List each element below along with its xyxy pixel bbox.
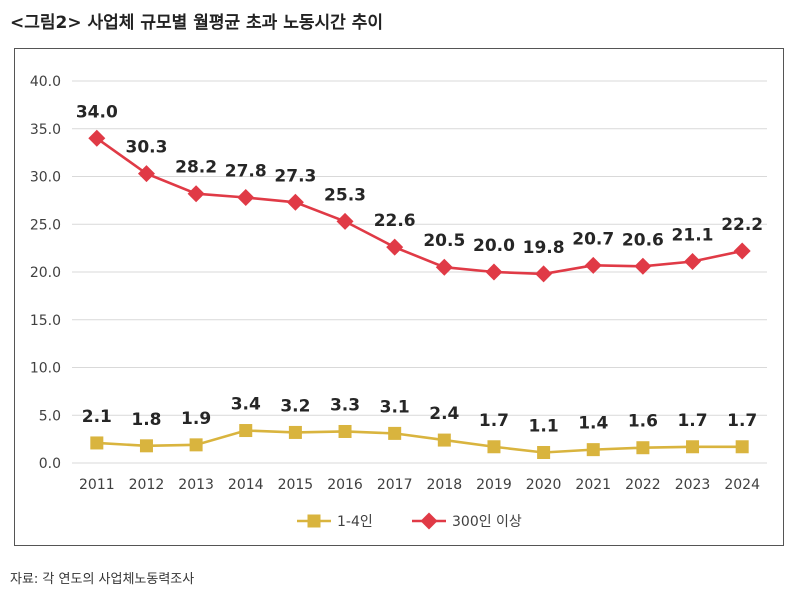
data-label: 1.9 [181, 409, 211, 429]
data-point [584, 256, 602, 274]
y-tick-label: 40.0 [30, 74, 61, 90]
y-tick-label: 5.0 [39, 408, 61, 424]
data-label: 22.6 [374, 211, 416, 231]
legend: 1-4인 300인 이상 [297, 512, 522, 530]
line-chart: 0.05.010.015.020.025.030.035.040.0 2011 2… [30, 74, 767, 530]
x-tick-label: 2018 [427, 477, 463, 493]
data-point [634, 257, 652, 275]
data-point [485, 263, 503, 281]
data-label: 2.4 [429, 404, 459, 424]
x-tick-label: 2017 [377, 477, 413, 493]
y-tick-label: 30.0 [30, 170, 61, 186]
y-tick-label: 25.0 [30, 217, 61, 233]
data-label: 1.8 [131, 410, 161, 430]
data-point [535, 265, 553, 283]
data-label: 2.1 [82, 407, 112, 427]
legend-marker [420, 512, 438, 530]
legend-marker [307, 514, 321, 528]
data-point [88, 129, 106, 147]
source-note: 자료: 각 연도의 사업체노동력조사 [10, 572, 195, 587]
legend-label: 1-4인 [337, 514, 373, 530]
data-label: 3.2 [280, 396, 310, 416]
data-label: 27.3 [274, 166, 316, 186]
y-tick-label: 35.0 [30, 122, 61, 138]
legend-item-2: 300인 이상 [412, 512, 522, 530]
data-label: 1.7 [677, 411, 707, 431]
data-point [338, 424, 352, 438]
data-label: 34.0 [76, 102, 118, 122]
y-axis-ticks: 0.0 5.0 10.0 15.0 20.0 25.0 30.0 35.0 40.0 [30, 74, 61, 472]
data-label: 1.6 [628, 412, 658, 432]
data-label: 20.5 [423, 231, 465, 251]
legend-label: 300인 이상 [452, 514, 522, 530]
data-point [139, 439, 153, 453]
y-tick-label: 15.0 [30, 313, 61, 329]
data-point [684, 252, 702, 270]
data-point [388, 426, 402, 440]
x-tick-label: 2012 [129, 477, 165, 493]
data-point [437, 433, 451, 447]
x-tick-label: 2013 [178, 477, 214, 493]
data-label: 1.7 [727, 411, 757, 431]
y-tick-label: 10.0 [30, 361, 61, 377]
series-1 [90, 424, 749, 459]
x-tick-label: 2020 [526, 477, 562, 493]
data-point [386, 238, 404, 256]
y-tick-label: 0.0 [39, 456, 61, 472]
data-point [187, 185, 205, 203]
data-label: 1.4 [578, 414, 608, 434]
data-point [733, 242, 751, 260]
x-axis-ticks: 2011 2012 2013 2014 2015 2016 2017 2018 2019 2020… [79, 477, 760, 493]
data-label: 27.8 [225, 162, 267, 182]
x-tick-label: 2019 [476, 477, 512, 493]
x-tick-label: 2014 [228, 477, 264, 493]
gridlines [72, 80, 767, 464]
data-point [537, 445, 551, 459]
x-tick-label: 2023 [675, 477, 711, 493]
data-point [90, 436, 104, 450]
data-point [586, 443, 600, 457]
data-label: 19.8 [523, 238, 565, 258]
data-label: 20.7 [572, 229, 614, 249]
data-label: 28.2 [175, 158, 217, 178]
series-line [96, 429, 743, 454]
data-point [735, 440, 749, 454]
series-group [88, 129, 751, 459]
data-label: 1.7 [479, 411, 509, 431]
data-label: 20.6 [622, 230, 664, 250]
data-point [288, 425, 302, 439]
x-tick-label: 2011 [79, 477, 115, 493]
y-tick-label: 20.0 [30, 265, 61, 281]
data-label: 22.2 [721, 215, 763, 235]
x-tick-label: 2021 [575, 477, 611, 493]
data-label: 30.3 [125, 138, 167, 158]
data-label: 20.0 [473, 236, 515, 256]
data-point [686, 440, 700, 454]
data-point [286, 193, 304, 211]
data-point [237, 189, 255, 207]
data-label: 25.3 [324, 185, 366, 205]
data-point [435, 258, 453, 276]
series-2 [88, 129, 751, 283]
data-label: 3.4 [231, 395, 261, 415]
data-label: 1.1 [529, 416, 559, 436]
data-point [189, 438, 203, 452]
x-tick-label: 2015 [278, 477, 314, 493]
x-tick-label: 2016 [327, 477, 363, 493]
data-point [137, 165, 155, 183]
x-tick-label: 2022 [625, 477, 661, 493]
chart-frame: 0.0 5.0 10.0 15.0 20.0 25.0 30.0 35.0 40.0 2011 2… [14, 48, 784, 546]
data-point [636, 441, 650, 455]
x-tick-label: 2024 [724, 477, 760, 493]
data-label: 3.3 [330, 395, 360, 415]
chart-title: <그림2> 사업체 규모별 월평균 초과 노동시간 추이 [10, 13, 383, 33]
data-label: 21.1 [672, 225, 714, 245]
data-point [239, 424, 253, 438]
legend-item-1: 1-4인 [297, 514, 373, 530]
data-point [487, 440, 501, 454]
data-labels: 2.1 1.8 1.9 3.4 3.2 3.3 3.1 2.4 1.7 1.1 1.4 1.6 1.7 1… [76, 102, 763, 436]
data-point [336, 212, 354, 230]
data-label: 3.1 [380, 397, 410, 417]
